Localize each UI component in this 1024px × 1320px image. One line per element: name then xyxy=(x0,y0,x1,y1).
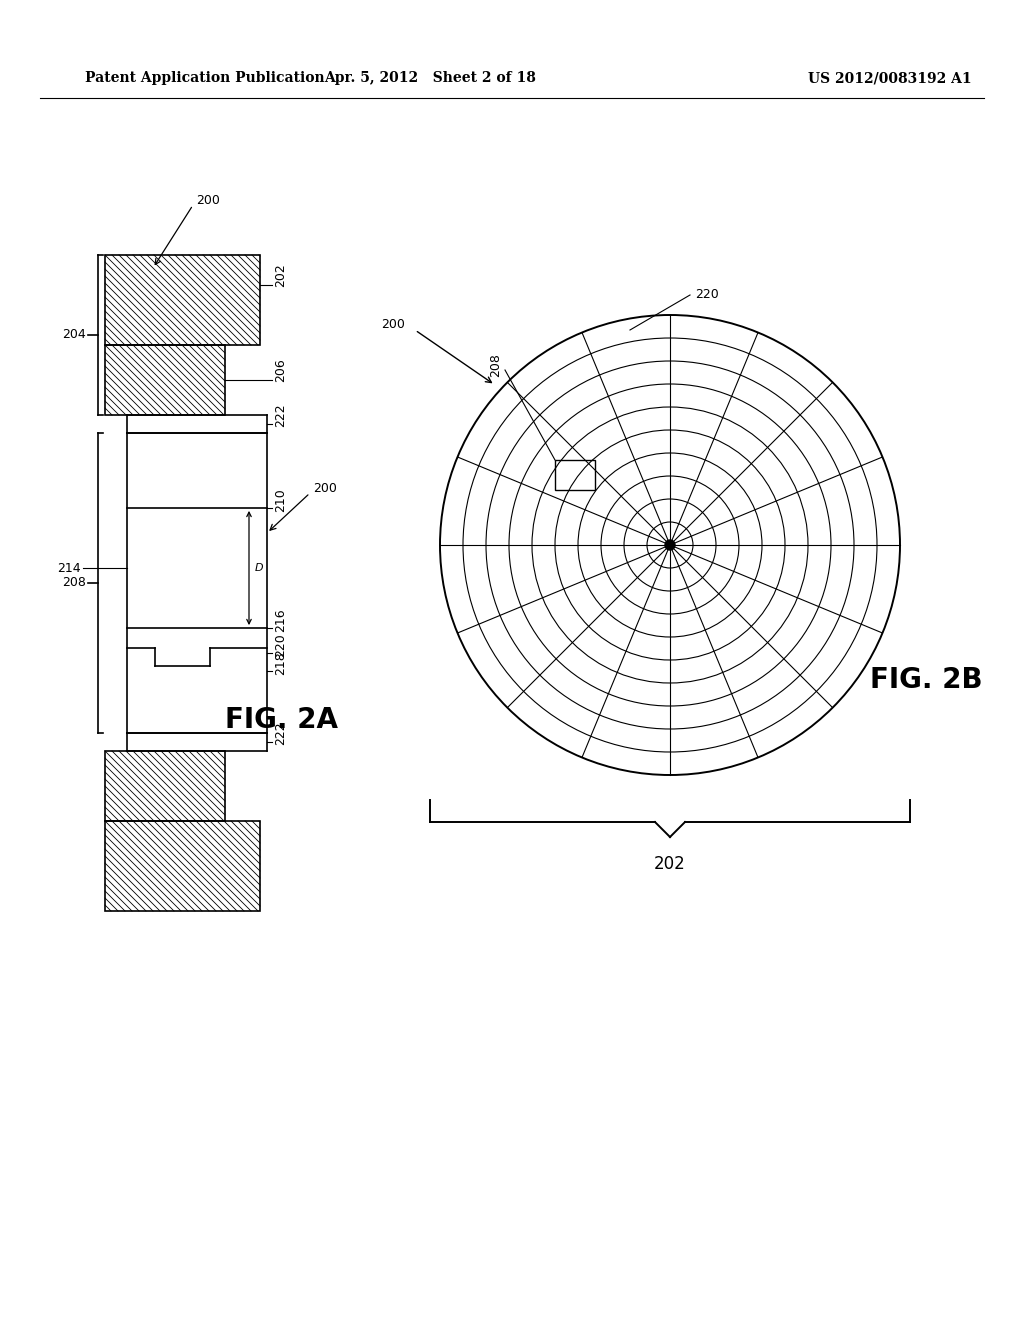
Text: US 2012/0083192 A1: US 2012/0083192 A1 xyxy=(808,71,972,84)
Text: 200: 200 xyxy=(381,318,406,331)
Text: D: D xyxy=(255,564,263,573)
Bar xyxy=(105,821,260,911)
Text: 208: 208 xyxy=(62,577,86,590)
Text: 208: 208 xyxy=(489,352,502,378)
Bar xyxy=(105,255,260,345)
Text: 202: 202 xyxy=(274,263,287,286)
Text: 210: 210 xyxy=(274,488,287,512)
Text: 214: 214 xyxy=(57,561,81,574)
Text: 218: 218 xyxy=(274,651,287,675)
Bar xyxy=(555,459,595,490)
Text: 220: 220 xyxy=(695,289,719,301)
Text: 200: 200 xyxy=(196,194,220,206)
Text: 222: 222 xyxy=(274,403,287,426)
Bar xyxy=(105,345,225,414)
Text: 204: 204 xyxy=(62,329,86,342)
Text: 220: 220 xyxy=(274,634,287,657)
Text: Apr. 5, 2012   Sheet 2 of 18: Apr. 5, 2012 Sheet 2 of 18 xyxy=(324,71,536,84)
Text: 222: 222 xyxy=(274,721,287,744)
Text: FIG. 2B: FIG. 2B xyxy=(870,667,983,694)
Circle shape xyxy=(665,540,675,550)
Bar xyxy=(105,751,225,821)
Text: 200: 200 xyxy=(313,482,337,495)
Text: 202: 202 xyxy=(654,855,686,873)
Text: FIG. 2A: FIG. 2A xyxy=(225,706,338,734)
Text: Patent Application Publication: Patent Application Publication xyxy=(85,71,325,84)
Text: 206: 206 xyxy=(274,358,287,381)
Text: 216: 216 xyxy=(274,609,287,632)
